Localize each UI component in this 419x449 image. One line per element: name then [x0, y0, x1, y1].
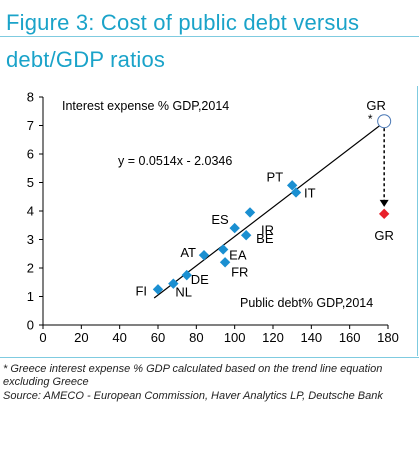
trendline-group	[153, 121, 385, 299]
point-label-it: IT	[304, 185, 316, 200]
point-label-es: ES	[211, 212, 229, 227]
figure-title-line-2: debt/GDP ratios	[6, 47, 166, 72]
x-tick-label: 40	[112, 330, 126, 345]
data-point-be	[240, 230, 252, 241]
footnote-estimate: * Greece interest expense % GDP calculat…	[3, 363, 383, 389]
point-label-fr: FR	[231, 264, 248, 279]
point-label-ir: IR	[261, 222, 274, 237]
point-label-pt: PT	[267, 169, 284, 184]
y-tick-label: 7	[27, 118, 34, 133]
x-tick-label: 100	[224, 330, 246, 345]
point-label-be: BE	[256, 231, 274, 246]
point-label-nl: NL	[175, 285, 192, 300]
title-divider	[0, 36, 419, 37]
y-tick-label: 0	[27, 318, 34, 333]
point-label-fi: FI	[135, 283, 147, 298]
point-label-gr-actual: GR	[374, 228, 394, 243]
point-label-ea: EA	[229, 247, 247, 262]
data-point-gr-estimated	[377, 114, 392, 129]
data-point-es	[229, 222, 240, 234]
y-tick-label: 1	[27, 289, 34, 304]
x-tick-label: 0	[39, 330, 46, 345]
data-point-gr-actual	[378, 208, 390, 220]
chart-axes: 0 20 40 60 80 100 120 140 160 180 0 1 2 3 4 5 6 7 8	[27, 90, 399, 346]
figure-title-line-1: Figure 3: Cost of public debt versus	[6, 10, 360, 35]
x-axis-label: Public debt% GDP,2014	[240, 296, 373, 310]
data-point-at	[198, 249, 210, 261]
estimate-asterisk: *	[368, 112, 373, 126]
greece-arrow-head	[379, 199, 389, 207]
point-label-at: AT	[180, 245, 196, 260]
data-point-it	[290, 187, 302, 198]
trendline-equation: y = 0.0514x - 2.0346	[118, 154, 232, 168]
y-tick-label: 6	[27, 147, 34, 162]
footnotes: * Greece interest expense % GDP calculat…	[3, 363, 415, 403]
x-tick-label: 80	[189, 330, 203, 345]
y-tick-label: 4	[27, 204, 34, 219]
trendline	[153, 121, 385, 299]
x-tick-label: 120	[262, 330, 284, 345]
y-tick-label: 3	[27, 232, 34, 247]
footer-divider	[0, 357, 419, 358]
data-point-fr	[219, 257, 231, 268]
data-point-de	[181, 269, 192, 281]
x-tick-label: 60	[151, 330, 165, 345]
x-tick-label: 160	[339, 330, 361, 345]
y-tick-label: 8	[27, 90, 34, 105]
y-tick-label: 5	[27, 175, 34, 190]
data-point-pt	[286, 180, 298, 191]
point-label-de: DE	[191, 272, 209, 287]
data-point-ea	[217, 244, 229, 255]
data-point-ir	[244, 207, 256, 218]
data-point-fi	[152, 284, 164, 295]
x-tick-label: 180	[377, 330, 399, 345]
x-tick-label: 20	[74, 330, 88, 345]
point-label-gr-estimated: GR	[366, 98, 386, 113]
y-tick-label: 2	[27, 261, 34, 276]
data-point-nl	[168, 278, 179, 289]
y-axis-label: Interest expense % GDP,2014	[62, 99, 229, 113]
x-tick-label: 140	[300, 330, 322, 345]
right-divider	[417, 86, 418, 356]
footnote-source: Source: AMECO - European Commission, Hav…	[3, 389, 383, 402]
